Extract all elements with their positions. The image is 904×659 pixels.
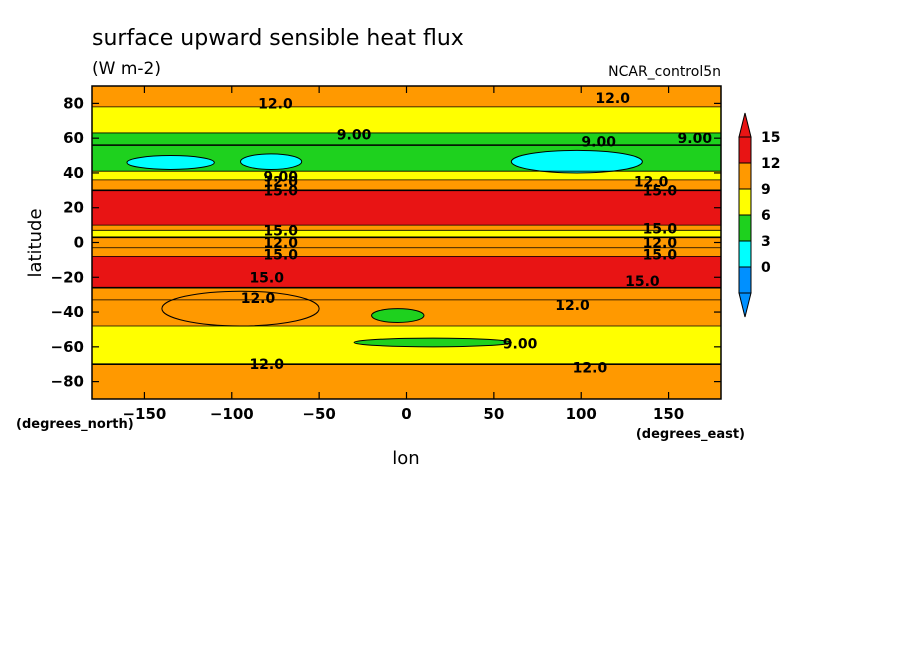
y-tick-label: −80 — [51, 373, 84, 391]
y-axis: 80 60 40 20 0 −20 −40 −60 −80 — [51, 94, 721, 391]
dataset-label: NCAR_control5n — [608, 64, 721, 80]
y-tick-label: 40 — [63, 164, 84, 182]
zonal-band — [92, 256, 721, 288]
colorbar-segment — [738, 188, 752, 216]
colorbar-tick-label: 6 — [761, 208, 771, 224]
contour-patch — [510, 149, 643, 174]
y-tick-label: 20 — [63, 199, 84, 217]
x-axis-units: (degrees_east) — [636, 427, 745, 442]
contour-label: 12.0 — [249, 357, 284, 373]
contour-patch — [240, 153, 303, 170]
contour-label: 12.0 — [258, 96, 293, 112]
y-axis-label: latitude — [25, 208, 46, 277]
y-tick-label: −20 — [51, 268, 84, 286]
contour-label: 15.0 — [625, 274, 660, 290]
contour-label: 15.0 — [263, 248, 298, 264]
colorbar-arrow-bottom — [738, 292, 752, 318]
zonal-band — [92, 106, 721, 133]
x-tick-label: 0 — [401, 405, 411, 423]
x-axis-label: lon — [392, 448, 419, 469]
colorbar-tick-label: 12 — [761, 156, 780, 172]
x-tick-label: 100 — [566, 405, 597, 423]
contour-patch — [126, 155, 215, 170]
zonal-band — [92, 171, 721, 180]
contour-label: 15.0 — [263, 223, 298, 239]
colorbar-tick-label: 0 — [761, 260, 771, 276]
colorbar-segment — [738, 162, 752, 190]
contour-patch — [353, 337, 512, 348]
contour-patch — [371, 308, 425, 323]
y-tick-label: 0 — [74, 234, 84, 252]
colorbar-segment — [738, 136, 752, 164]
zonal-band — [92, 132, 721, 146]
colorbar-arrow-top — [738, 112, 752, 138]
contour-label: 9.00 — [581, 135, 616, 151]
colorbar-tick-label: 15 — [761, 130, 780, 146]
x-axis: −150 −100 −50 0 50 100 150 — [122, 86, 684, 423]
contour-label: 12.0 — [263, 175, 298, 191]
colorbar-segment — [738, 214, 752, 242]
contour-label: 15.0 — [643, 248, 678, 264]
contour-label: 15.0 — [643, 183, 678, 199]
contour-label: 9.00 — [678, 131, 713, 147]
colorbar-tick-label: 9 — [761, 182, 771, 198]
contour-label: 9.00 — [337, 128, 372, 144]
chart-title: surface upward sensible heat flux — [92, 26, 464, 51]
y-tick-label: 60 — [63, 129, 84, 147]
contour-label: 12.0 — [573, 361, 608, 377]
y-tick-label: −40 — [51, 303, 84, 321]
y-tick-label: 80 — [63, 94, 84, 112]
colorbar: 15 12 9 6 3 0 — [738, 112, 780, 318]
zonal-band — [92, 179, 721, 191]
field-layer — [92, 86, 721, 399]
contour-label: 12.0 — [643, 236, 678, 252]
colorbar-segment — [738, 240, 752, 268]
x-tick-label: −150 — [122, 405, 166, 423]
zonal-band — [92, 225, 721, 231]
contour-lines — [92, 106, 721, 366]
contour-label: 12.0 — [241, 291, 276, 307]
contour-label: 15.0 — [249, 270, 284, 286]
y-tick-label: −60 — [51, 338, 84, 356]
contour-labels: 12.0 12.09.00 9.00 9.009.0012.015.012.015.0… — [241, 91, 713, 377]
colorbar-tick-label: 3 — [761, 234, 771, 250]
contour-label: 12.0 — [595, 91, 630, 107]
zonal-band — [92, 247, 721, 257]
contour-label: 15.0 — [643, 222, 678, 238]
contour-label: 15.0 — [263, 183, 298, 199]
contour-label: 9.00 — [263, 169, 298, 185]
x-tick-label: 50 — [483, 405, 504, 423]
x-tick-label: −100 — [210, 405, 254, 423]
colorbar-segment — [738, 266, 752, 294]
contour-label: 12.0 — [555, 298, 590, 314]
zonal-band — [92, 190, 721, 226]
x-tick-label: 150 — [653, 405, 684, 423]
zonal-band — [92, 237, 721, 248]
y-axis-units: (degrees_north) — [16, 417, 134, 432]
contour-label: 9.00 — [503, 336, 538, 352]
contour-label: 12.0 — [634, 175, 669, 191]
zonal-band — [92, 230, 721, 238]
zonal-band — [92, 86, 721, 107]
chart-units: (W m-2) — [92, 59, 161, 79]
x-tick-label: −50 — [302, 405, 335, 423]
contour-label: 12.0 — [263, 236, 298, 252]
